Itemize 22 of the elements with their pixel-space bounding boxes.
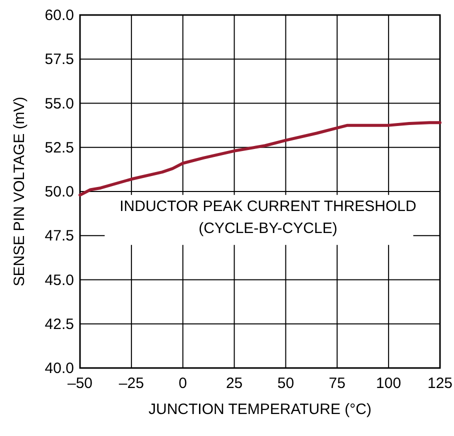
x-tick-label: 50 [277,375,294,392]
x-tick-label: 0 [178,375,188,392]
y-tick-label: 57.5 [44,51,74,68]
y-tick-label: 52.5 [44,139,74,156]
x-tick-label: 25 [226,375,243,392]
y-tick-label: 50.0 [44,184,74,200]
x-tick-label: 125 [427,375,453,392]
y-tick-label: 47.5 [44,228,74,245]
x-tick-label: 100 [376,375,402,392]
y-axis-title: SENSE PIN VOLTAGE (mV) [11,96,28,286]
annotation: INDUCTOR PEAK CURRENT THRESHOLD [120,198,417,215]
x-tick-label: –50 [67,375,93,392]
y-tick-label: 42.5 [44,316,74,333]
annotation: (CYCLE-BY-CYCLE) [198,220,338,237]
y-tick-label: 55.0 [44,95,74,112]
x-tick-label: 75 [328,375,346,392]
line-series [78,121,442,197]
y-tick-label: 40.0 [44,360,74,377]
x-tick-label: –25 [118,375,144,392]
x-axis-title: JUNCTION TEMPERATURE (°C) [148,401,372,418]
y-tick-label: 45.0 [44,272,74,289]
y-tick-label: 60.0 [44,7,74,24]
